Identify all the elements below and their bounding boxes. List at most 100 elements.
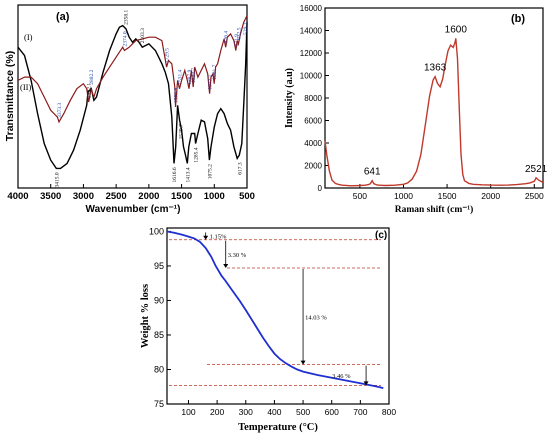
ftir-peak-label: 1616.6 <box>172 167 178 182</box>
raman-x-ticks: 500 1000 1500 2000 2500 <box>353 184 544 201</box>
raman-y-tick-label: 8000 <box>304 94 322 103</box>
ftir-x-tick-label: 3000 <box>73 191 94 202</box>
tga-y-tick-label: 95 <box>154 261 164 271</box>
raman-x-tick-label: 500 <box>353 191 367 201</box>
ftir-peak-label: 2882.2 <box>89 69 95 84</box>
tga-step-arrowhead <box>363 381 369 386</box>
tga-x-tick-label: 300 <box>239 407 253 417</box>
raman-series-line <box>324 38 544 187</box>
ftir-peak-label: 1001.7 <box>212 64 218 79</box>
ftir-curve-label-i: (I) <box>24 32 33 42</box>
raman-x-tick-label: 2500 <box>525 191 544 201</box>
ftir-panel: (a) Transmittance (%) Wavenumber (cm⁻¹) … <box>4 4 255 215</box>
raman-y-tick-label: 0 <box>318 184 323 193</box>
ftir-peak-label: 1075.2 <box>207 164 213 179</box>
tga-x-ticks: 100 200 300 400 500 600 700 800 <box>181 400 396 417</box>
raman-x-tick-label: 1500 <box>438 191 457 201</box>
tga-step-arrowhead <box>203 235 209 240</box>
ftir-x-tick-label: 2000 <box>138 191 159 202</box>
ftir-peak-label: 1322.7 <box>191 68 197 83</box>
ftir-x-tick-label: 1500 <box>171 191 192 202</box>
tga-step-label: 1.15% <box>210 234 227 241</box>
ftir-x-tick-label: 3500 <box>40 191 61 202</box>
raman-y-tick-label: 4000 <box>304 139 322 148</box>
ftir-curve-label-ii: (II) <box>20 82 31 92</box>
raman-y-tick-label: 10000 <box>300 72 323 81</box>
raman-peak-label: 2521 <box>525 164 548 175</box>
tga-step-label: 14.03 % <box>305 314 327 321</box>
ftir-peak-label: 826.4 <box>224 31 230 44</box>
tga-y-axis-label: Weight % loss <box>140 284 151 348</box>
tga-step-annotations: 1.15% 3.30 % 14.03 % 3.46 % <box>203 232 369 386</box>
raman-y-ticks: 0 2000 4000 6000 8000 10000 12000 14000 16000 <box>300 4 329 193</box>
ftir-peak-label: 1593.9 <box>174 88 180 103</box>
ftir-x-tick-label: 500 <box>239 191 255 202</box>
tga-x-tick-label: 400 <box>267 407 281 417</box>
tga-series <box>166 230 384 389</box>
raman-peak-label: 1600 <box>445 24 468 35</box>
raman-peak-label: 1363 <box>424 63 447 74</box>
ftir-series-i-line <box>17 22 248 170</box>
ftir-peak-label: 671.9 <box>234 34 240 47</box>
tga-plot-frame <box>166 227 390 405</box>
raman-panel: (b) Intensity (a.u) Raman shift (cm⁻¹) 5… <box>284 4 548 215</box>
ftir-peak-label: 2922.1 <box>87 83 93 98</box>
ftir-y-axis-label: Transmittance (%) <box>4 51 16 141</box>
tga-x-tick-label: 600 <box>325 407 339 417</box>
ftir-peak-label: 1387.9 <box>187 69 193 84</box>
tga-step-arrowhead <box>300 360 306 365</box>
tga-y-tick-label: 75 <box>154 399 164 409</box>
ftir-peak-label: 2374.0 <box>122 31 128 46</box>
ftir-series-ii-line <box>17 15 248 124</box>
ftir-peak-label: 3373.3 <box>57 103 63 118</box>
ftir-peak-label: 2103.3 <box>140 28 146 43</box>
tga-y-tick-label: 90 <box>154 295 164 305</box>
ftir-x-tick-label: 4000 <box>7 191 28 202</box>
ftir-peak-label: 617.3 <box>237 162 243 175</box>
raman-plot-frame <box>324 7 544 189</box>
tga-x-tick-label: 200 <box>210 407 224 417</box>
raman-peak-label: 641 <box>364 167 381 178</box>
tga-series-line <box>166 230 384 389</box>
ftir-peak-label: 1285.4 <box>194 147 200 162</box>
ftir-peak-label: 3415.0 <box>54 172 60 187</box>
tga-y-ticks: 75 80 85 90 95 100 <box>149 226 171 409</box>
tga-x-tick-label: 500 <box>296 407 310 417</box>
tga-y-tick-label: 100 <box>149 226 164 236</box>
raman-y-tick-label: 16000 <box>300 4 323 13</box>
raman-y-axis-label: Intensity (a.u) <box>284 68 295 128</box>
ftir-peak-label: 1072.1 <box>208 74 214 89</box>
raman-y-tick-label: 12000 <box>300 49 323 58</box>
raman-x-tick-label: 2000 <box>481 191 500 201</box>
ftir-x-ticks: 4000 3500 3000 2500 2000 1500 1000 500 <box>7 184 255 202</box>
ftir-peak-label: 2358.1 <box>123 10 129 25</box>
ftir-x-tick-label: 1000 <box>204 191 225 202</box>
ftir-peak-label: 1531.4 <box>178 69 184 84</box>
raman-x-tick-label: 1000 <box>394 191 413 201</box>
tga-step-arrowhead <box>223 264 229 269</box>
ftir-peak-label: 1729.5 <box>165 48 171 63</box>
raman-y-tick-label: 2000 <box>304 162 322 171</box>
ftir-plot-frame <box>17 4 248 189</box>
tga-reference-lines <box>169 239 381 386</box>
raman-x-axis-label: Raman shift (cm⁻¹) <box>395 204 474 215</box>
tga-x-tick-label: 100 <box>181 407 195 417</box>
raman-panel-label: (b) <box>511 13 525 25</box>
ftir-x-axis-label: Wavenumber (cm⁻¹) <box>86 204 181 215</box>
ftir-peak-label: 1520.7 <box>178 124 184 139</box>
tga-y-tick-label: 80 <box>154 364 164 374</box>
tga-x-tick-label: 700 <box>353 407 367 417</box>
tga-panel: (c) Weight % loss Temperature (°C) 100 20… <box>140 226 396 433</box>
raman-y-tick-label: 6000 <box>304 117 322 126</box>
ftir-peak-label: 529.1 <box>243 22 249 35</box>
tga-step-label: 3.30 % <box>228 252 247 259</box>
tga-x-tick-label: 800 <box>382 407 396 417</box>
tga-x-axis-label: Temperature (°C) <box>238 422 318 433</box>
ftir-panel-label: (a) <box>56 11 70 23</box>
raman-y-tick-label: 14000 <box>300 27 323 36</box>
ftir-x-tick-label: 2500 <box>106 191 127 202</box>
tga-y-tick-label: 85 <box>154 330 164 340</box>
raman-series <box>324 38 544 187</box>
